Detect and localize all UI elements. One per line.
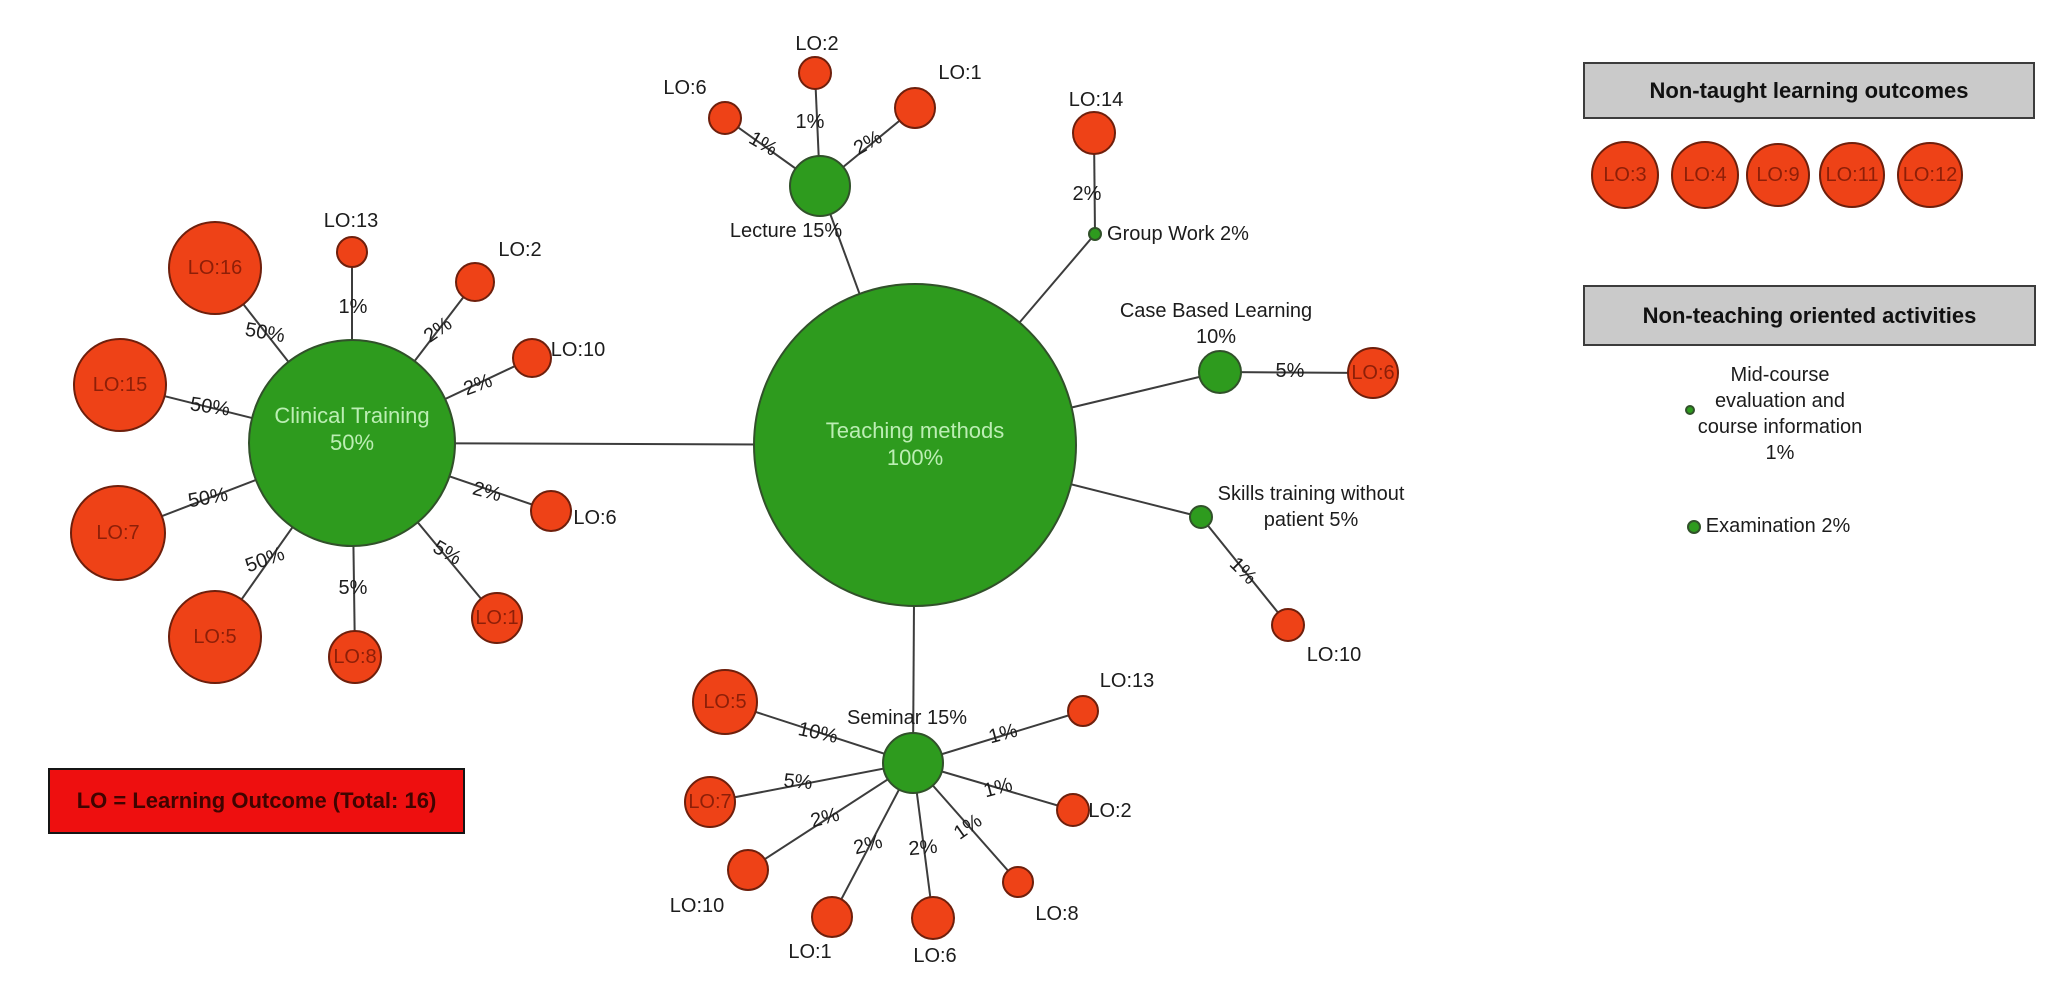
seminar-lo6-label: LO:6 xyxy=(913,945,957,967)
cbl-lo6-node: LO:6 xyxy=(1347,347,1399,399)
lecture-lo1-node xyxy=(894,87,936,129)
pct-clinical-lo13: 1% xyxy=(338,296,368,318)
seminar-lo5-node-text: LO:5 xyxy=(703,690,747,713)
seminar-lo13-node xyxy=(1067,695,1099,727)
skills-lo10-node xyxy=(1271,608,1305,642)
clinical-lo6-label: LO:6 xyxy=(573,507,617,529)
lecture-label: Lecture 15% xyxy=(729,220,843,242)
pct-clinical-lo8: 5% xyxy=(338,577,368,599)
examination-label: Examination 2% xyxy=(1705,515,1851,537)
clinical-lo8-node-text: LO:8 xyxy=(333,645,377,668)
seminar-lo6-node xyxy=(911,896,955,940)
clinical-lo5-node-text: LO:5 xyxy=(193,625,237,648)
lecture-lo1-label: LO:1 xyxy=(938,62,982,84)
clinical-lo5-node: LO:5 xyxy=(168,590,262,684)
lecture-node xyxy=(789,155,851,217)
seminar-lo1-node xyxy=(811,896,853,938)
skills-lo10-label: LO:10 xyxy=(1306,644,1362,666)
seminar-lo10-node xyxy=(727,849,769,891)
case-based-learning-node xyxy=(1198,350,1242,394)
seminar-lo7-node: LO:7 xyxy=(684,776,736,828)
legend-lo4-node: LO:4 xyxy=(1671,141,1739,209)
midcourse-label: Mid-course evaluation and course informa… xyxy=(1697,364,1863,464)
clinical-lo15-node: LO:15 xyxy=(73,338,167,432)
lo-note-box: LO = Learning Outcome (Total: 16) xyxy=(48,768,465,834)
legend-non-teaching-title: Non-teaching oriented activities xyxy=(1642,302,1977,328)
skills-label: Skills training without patient 5% xyxy=(1217,483,1405,531)
seminar-lo8-node xyxy=(1002,866,1034,898)
edge-seminar-lo7 xyxy=(709,762,914,803)
clinical-lo7-node: LO:7 xyxy=(70,485,166,581)
seminar-lo1-label: LO:1 xyxy=(788,941,832,963)
lo14-label: LO:14 xyxy=(1068,89,1124,111)
legend-lo9-node: LO:9 xyxy=(1746,143,1810,207)
seminar-lo7-node-text: LO:7 xyxy=(688,790,732,813)
seminar-label: Seminar 15% xyxy=(846,707,968,729)
midcourse-evaluation-dot xyxy=(1685,405,1695,415)
clinical-lo10-label: LO:10 xyxy=(550,339,606,361)
teaching-methods-node: Teaching methods 100% xyxy=(753,283,1077,607)
skills-training-node xyxy=(1189,505,1213,529)
seminar-lo5-node: LO:5 xyxy=(692,669,758,735)
examination-dot xyxy=(1687,520,1701,534)
legend-non-taught-header: Non-taught learning outcomes xyxy=(1583,62,2035,119)
groupwork-label: Group Work 2% xyxy=(1107,223,1249,245)
clinical-lo6-node xyxy=(530,490,572,532)
teaching-methods-node-text: Teaching methods 100% xyxy=(825,418,1005,470)
pct-groupwork-lo14: 2% xyxy=(1072,183,1102,205)
clinical-lo13-node xyxy=(336,236,368,268)
clinical-lo15-node-text: LO:15 xyxy=(92,373,148,396)
legend-lo4-node-text: LO:4 xyxy=(1683,163,1727,186)
legend-lo11-node-text: LO:11 xyxy=(1825,163,1879,186)
clinical-lo2-node xyxy=(455,262,495,302)
groupwork-lo14-node xyxy=(1072,111,1116,155)
legend-lo12-node: LO:12 xyxy=(1897,142,1963,208)
clinical-lo7-node-text: LO:7 xyxy=(96,521,140,544)
clinical-lo16-node: LO:16 xyxy=(168,221,262,315)
clinical-lo16-node-text: LO:16 xyxy=(187,256,243,279)
pct-clinical-lo15: 50% xyxy=(188,393,232,421)
legend-lo12-node-text: LO:12 xyxy=(1902,163,1958,186)
lecture-lo6-label: LO:6 xyxy=(663,77,707,99)
clinical-lo13-label: LO:13 xyxy=(323,210,379,232)
seminar-lo10-label: LO:10 xyxy=(669,895,725,917)
pct-seminar-lo7: 5% xyxy=(782,769,814,795)
clinical-training-node: Clinical Training 50% xyxy=(248,339,456,547)
cbl-lo6-node-text: LO:6 xyxy=(1351,361,1395,384)
seminar-lo13-label: LO:13 xyxy=(1099,670,1155,692)
clinical-lo10-node xyxy=(512,338,552,378)
clinical-training-node-text: Clinical Training 50% xyxy=(274,403,430,455)
legend-lo3-node-text: LO:3 xyxy=(1603,163,1647,186)
pct-cbl-lo6: 5% xyxy=(1275,360,1305,382)
pct-seminar-lo6: 2% xyxy=(907,835,939,861)
group-work-node xyxy=(1088,227,1102,241)
clinical-lo2-label: LO:2 xyxy=(498,239,542,261)
clinical-lo1-node-text: LO:1 xyxy=(475,606,519,629)
pct-lecture-lo2: 1% xyxy=(795,111,825,133)
legend-non-teaching-header: Non-teaching oriented activities xyxy=(1583,285,2036,346)
legend-lo3-node: LO:3 xyxy=(1591,141,1659,209)
lecture-lo6-node xyxy=(708,101,742,135)
legend-non-taught-title: Non-taught learning outcomes xyxy=(1649,77,1969,103)
seminar-lo8-label: LO:8 xyxy=(1035,903,1079,925)
clinical-lo8-node: LO:8 xyxy=(328,630,382,684)
legend-lo11-node: LO:11 xyxy=(1819,142,1885,208)
edge-skills-lo10 xyxy=(1200,516,1289,626)
seminar-lo2-label: LO:2 xyxy=(1088,800,1132,822)
seminar-lo2-node xyxy=(1056,793,1090,827)
lecture-lo2-node xyxy=(798,56,832,90)
seminar-node xyxy=(882,732,944,794)
clinical-lo1-node: LO:1 xyxy=(471,592,523,644)
lo-note-text: LO = Learning Outcome (Total: 16) xyxy=(76,788,437,813)
cbl-label: Case Based Learning 10% xyxy=(1119,300,1313,348)
lecture-lo2-label: LO:2 xyxy=(795,33,839,55)
edge-seminar-lo10 xyxy=(747,762,914,871)
legend-lo9-node-text: LO:9 xyxy=(1756,163,1800,186)
